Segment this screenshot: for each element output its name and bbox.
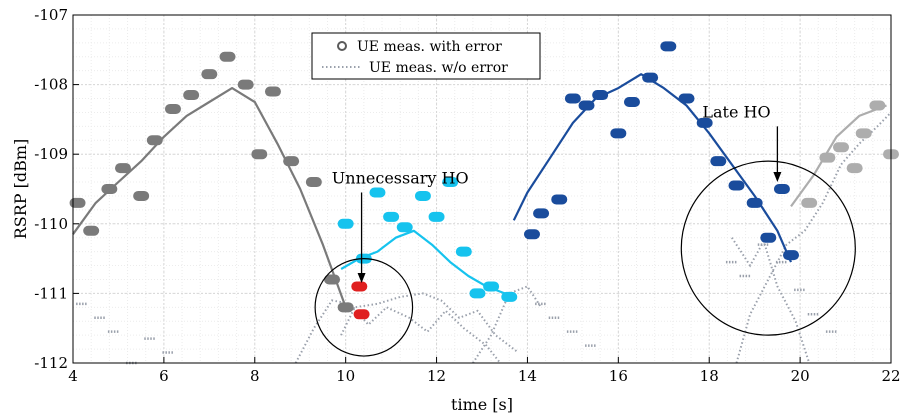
error-meas-marker <box>833 142 850 153</box>
error-meas-marker <box>578 100 595 111</box>
annotation-unnecessary-ho: Unnecessary HO <box>332 169 469 188</box>
y-tick-label: -110 <box>34 215 68 233</box>
x-tick-label: 18 <box>700 367 719 385</box>
error-meas-marker <box>383 211 400 222</box>
noerror-series-line <box>731 237 811 364</box>
error-meas-marker <box>819 152 836 163</box>
y-tick-label: -112 <box>34 354 68 372</box>
error-meas-marker <box>219 51 236 62</box>
error-meas-marker <box>551 194 568 205</box>
error-meas-marker <box>414 190 431 201</box>
error-meas-marker <box>760 232 777 243</box>
error-meas-marker <box>533 208 550 219</box>
error-meas-marker <box>101 184 118 194</box>
error-meas-marker <box>251 149 268 160</box>
x-tick-label: 6 <box>159 367 169 385</box>
error-meas-marker <box>696 117 713 128</box>
plot-frame <box>72 14 892 364</box>
error-meas-marker <box>564 93 581 104</box>
error-meas-marker <box>428 211 445 222</box>
annotation-arrow-head <box>357 272 366 283</box>
noerror-series-line <box>340 292 520 354</box>
error-meas-marker <box>846 163 863 174</box>
error-meas-marker <box>183 90 200 101</box>
legend-label-error: UE meas. with error <box>357 39 502 55</box>
error-meas-marker <box>469 288 486 299</box>
error-meas-marker <box>660 41 677 52</box>
noerror-series-line <box>294 299 501 364</box>
y-tick-label: -107 <box>34 6 68 24</box>
legend: UE meas. with error UE meas. w/o error <box>311 32 541 80</box>
error-meas-marker <box>678 93 695 104</box>
x-axis-label: time [s] <box>451 395 513 414</box>
error-meas-marker <box>592 90 609 101</box>
error-meas-marker <box>114 163 131 174</box>
error-meas-marker <box>237 79 254 90</box>
legend-marker-error <box>337 41 347 51</box>
error-meas-marker <box>324 274 341 285</box>
error-meas-marker <box>146 135 163 146</box>
error-meas-marker <box>351 281 368 292</box>
error-meas-marker <box>623 97 640 107</box>
error-meas-marker <box>773 184 790 194</box>
error-meas-marker <box>264 86 281 97</box>
error-meas-marker <box>523 229 540 240</box>
x-tick-label: 20 <box>791 367 810 385</box>
y-tick-label: -111 <box>34 284 68 302</box>
error-meas-marker <box>746 197 763 208</box>
error-meas-marker <box>801 197 818 208</box>
error-meas-marker <box>337 302 354 313</box>
annotation-late-ho: Late HO <box>702 102 770 121</box>
x-tick-label: 8 <box>250 367 260 385</box>
y-tick-label: -108 <box>34 76 68 94</box>
error-meas-marker <box>855 128 872 139</box>
error-meas-marker <box>133 190 150 201</box>
tick-layer: 4 6 8 10 12 14 16 18 20 22 -107 -108 -109 -110 -111 -11… <box>34 6 900 385</box>
error-meas-marker <box>710 156 727 167</box>
x-tick-label: 10 <box>336 367 355 385</box>
error-meas-marker <box>369 187 386 198</box>
legend-box <box>311 32 541 80</box>
x-tick-label: 22 <box>881 367 900 385</box>
error-meas-marker <box>69 197 86 208</box>
x-tick-label: 4 <box>68 367 78 385</box>
error-meas-marker <box>869 100 886 111</box>
serving-series-line <box>72 87 347 308</box>
x-tick-label: 16 <box>609 367 628 385</box>
error-meas-marker <box>728 180 745 191</box>
error-meas-marker <box>455 246 472 257</box>
annotation-arrow-head <box>773 172 782 183</box>
error-meas-marker <box>305 177 322 188</box>
error-meas-marker <box>442 177 459 188</box>
error-meas-marker <box>353 309 370 320</box>
y-axis-label: RSRP [dBm] <box>11 139 30 240</box>
error-meas-marker <box>501 291 518 302</box>
error-meas-marker <box>642 72 659 83</box>
annotation-circle <box>680 160 856 336</box>
error-meas-marker <box>783 250 800 261</box>
error-meas-marker <box>337 218 354 229</box>
series-layer <box>69 41 899 365</box>
error-meas-marker <box>164 103 181 114</box>
noerror-series-line <box>735 111 892 364</box>
annotation-circle <box>314 258 414 357</box>
error-meas-marker <box>483 281 500 292</box>
serving-series-line <box>790 104 887 208</box>
error-meas-marker <box>83 225 100 236</box>
error-meas-marker <box>396 222 413 233</box>
error-meas-marker <box>610 128 627 139</box>
annotation-layer <box>314 126 856 357</box>
y-tick-label: -109 <box>34 145 68 163</box>
error-meas-marker <box>201 69 218 80</box>
error-meas-marker <box>283 156 300 167</box>
x-tick-label: 14 <box>518 367 537 385</box>
legend-label-noerror: UE meas. w/o error <box>369 60 508 76</box>
x-tick-label: 12 <box>427 367 446 385</box>
